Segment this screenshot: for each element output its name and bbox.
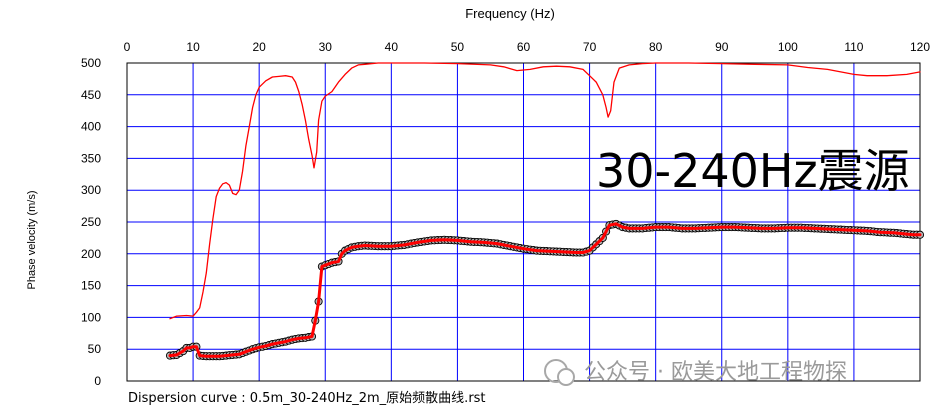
y-tick-label: 350: [81, 151, 101, 165]
watermark: 公众号 · 欧美大地工程物探: [544, 359, 847, 386]
series-1-line: [169, 62, 921, 320]
x-axis-label: Frequency (Hz): [465, 6, 555, 21]
x-tick-label: 120: [910, 40, 930, 54]
x-tick-label: 60: [517, 40, 531, 54]
y-tick-label: 100: [81, 310, 101, 324]
series-layer: [165, 62, 925, 361]
x-tick-label: 0: [124, 40, 131, 54]
y-tick-label: 250: [81, 215, 101, 229]
y-axis-label: Phase velocity (m/s): [26, 190, 38, 289]
x-tick-label: 100: [778, 40, 798, 54]
y-tick-label: 300: [81, 183, 101, 197]
x-tick-label: 90: [715, 40, 729, 54]
y-tick-label: 400: [81, 120, 101, 134]
y-tick-label: 200: [81, 247, 101, 261]
y-tick-label: 150: [81, 279, 101, 293]
x-tick-label: 40: [385, 40, 399, 54]
source-annotation: 30-240Hz震源: [596, 144, 910, 198]
y-tick-label: 0: [94, 374, 101, 388]
x-tick-labels: 0 10 20 30 40 50 60 70 80 90 100 110 120: [124, 40, 931, 54]
y-tick-label: 450: [81, 88, 101, 102]
grid: [127, 63, 920, 381]
x-tick-label: 10: [186, 40, 200, 54]
x-tick-label: 20: [252, 40, 266, 54]
series-2-line: [168, 222, 922, 358]
x-tick-label: 50: [451, 40, 465, 54]
watermark-text: 公众号 · 欧美大地工程物探: [584, 360, 847, 385]
x-tick-label: 30: [319, 40, 333, 54]
x-tick-label: 110: [844, 40, 863, 54]
plot-border: [126, 62, 921, 382]
y-tick-label: 500: [81, 56, 101, 70]
file-caption: Dispersion curve : 0.5m_30-240Hz_2m_原始频散…: [128, 391, 486, 406]
x-tick-label: 80: [649, 40, 663, 54]
y-tick-label: 50: [88, 342, 102, 356]
wechat-icon-bubble: [557, 368, 575, 386]
x-tick-label: 70: [583, 40, 597, 54]
y-tick-labels: 0 50 100 150 200 250 300 350 400 450 500: [81, 56, 101, 388]
